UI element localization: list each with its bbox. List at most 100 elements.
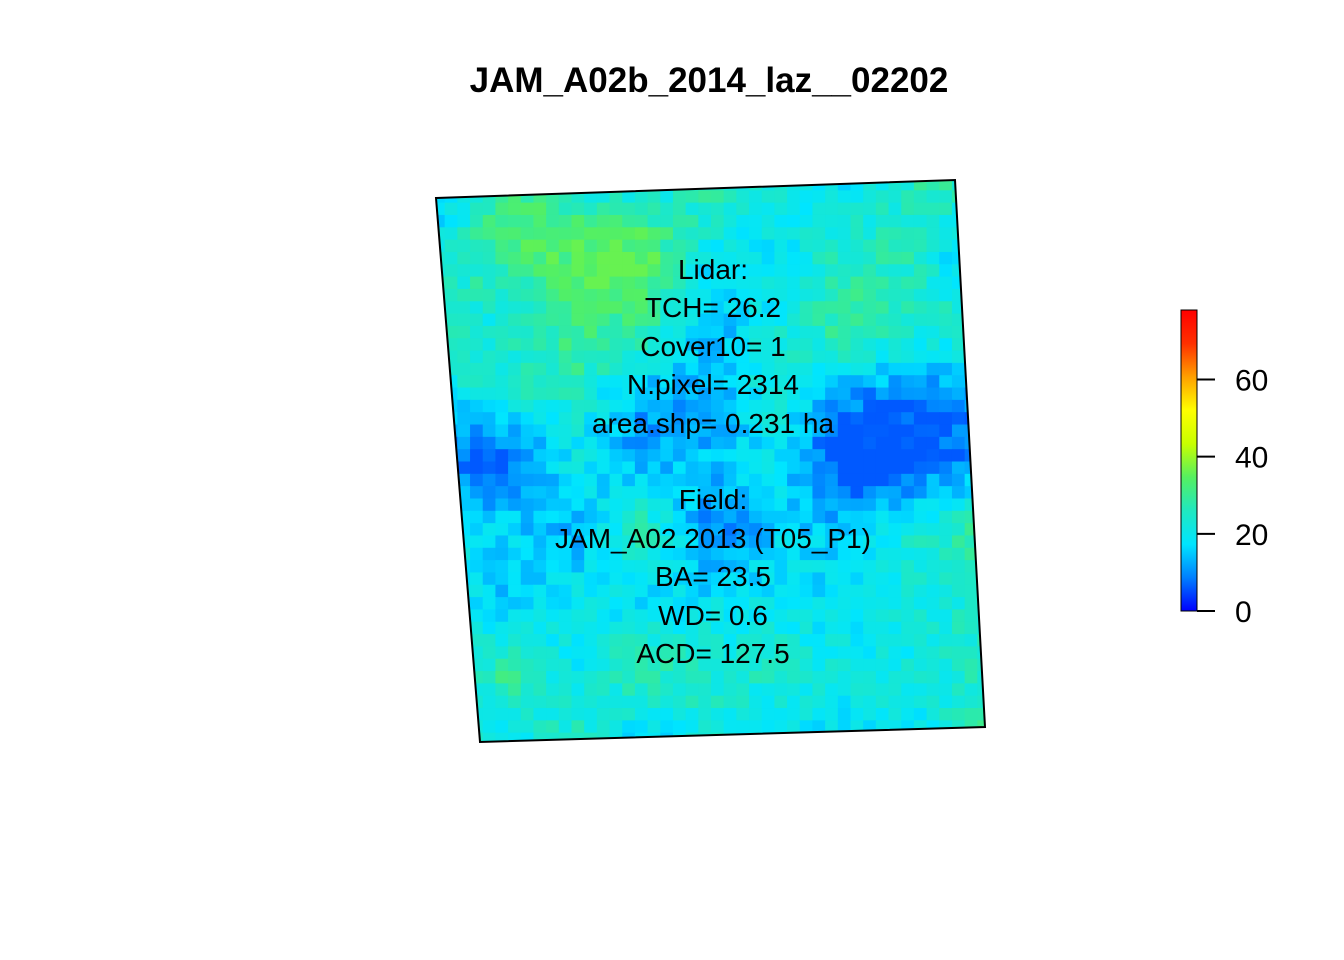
heatmap-cell [850,214,864,228]
annotation-block: Lidar: TCH= 26.2 Cover10= 1 N.pixel= 231… [555,254,871,669]
heatmap-cell [977,572,985,586]
heatmap-cell [901,695,915,709]
heatmap-cell [571,387,585,401]
heatmap-cell [609,646,623,660]
heatmap-cell [698,227,712,241]
heatmap-cell [939,584,953,598]
heatmap-cell [685,646,699,660]
heatmap-cell [863,399,877,413]
heatmap-cell [812,436,826,450]
heatmap-cell [508,387,522,401]
heatmap-cell [698,683,712,697]
heatmap-cell [596,560,611,574]
heatmap-cell [482,523,497,537]
heatmap-cell [622,375,636,389]
chart-title: JAM_A02b_2014_laz__02202 [470,61,949,100]
heatmap-cell [939,486,953,500]
heatmap-cell [799,535,814,549]
heatmap-cell [622,264,636,278]
heatmap-cell [609,560,623,574]
heatmap-cell [977,584,985,598]
heatmap-cell [685,214,699,228]
heatmap-cell [520,461,535,475]
heatmap-cell [875,621,890,635]
heatmap-cell [533,436,547,450]
heatmap-cell [558,609,573,623]
heatmap-cell [850,634,864,647]
heatmap-cell [875,473,890,487]
heatmap-cell [863,609,877,623]
heatmap-cell [508,683,522,697]
heatmap-cell [634,695,649,709]
heatmap-cell [596,190,611,204]
heatmap-cell [723,708,737,721]
heatmap-cell [571,584,585,598]
heatmap-cell [520,597,535,611]
heatmap-cell [850,399,864,413]
heatmap-cell [812,202,826,216]
heatmap-cell [571,658,585,672]
heatmap-cell [939,436,953,450]
heatmap-cell [825,634,839,647]
heatmap-cell [977,350,985,364]
heatmap-cell [926,449,940,463]
heatmap-cell [533,313,547,327]
heatmap-cell [850,523,864,537]
heatmap-cell [520,412,535,426]
heatmap-cell [546,510,560,524]
heatmap-cell [698,621,712,635]
heatmap-cell [546,399,560,413]
heatmap-cell [660,671,674,684]
heatmap-cell [736,325,750,339]
heatmap-cell [850,276,864,290]
heatmap-cell [533,609,547,623]
heatmap-cell [482,473,497,487]
heatmap-cell [558,683,573,697]
heatmap-cell [723,720,737,734]
heatmap-cell [584,683,598,697]
heatmap-cell [749,301,763,315]
heatmap-cell [761,523,776,537]
field-acd: ACD= 127.5 [636,638,789,669]
heatmap-cell [495,634,509,647]
heatmap-cell [736,214,750,228]
heatmap-cell [596,486,611,500]
heatmap-cell [609,708,623,721]
heatmap-cell [711,350,725,364]
heatmap-cell [799,325,814,339]
heatmap-cell [761,264,776,278]
heatmap-cell [812,473,826,487]
heatmap-cell [436,708,446,721]
heatmap-cell [436,338,446,352]
heatmap-cell [698,239,712,253]
heatmap-cell [672,375,687,389]
heatmap-cell [634,202,649,216]
heatmap-cell [787,523,801,537]
heatmap-cell [495,264,509,278]
heatmap-cell [939,288,953,302]
heatmap-cell [774,251,788,265]
heatmap-cell [736,288,750,302]
heatmap-cell [444,486,458,500]
heatmap-cell [520,227,535,241]
heatmap-cell [634,584,649,598]
heatmap-cell [660,338,674,352]
heatmap-cell [660,288,674,302]
colorbar-gradient [1180,309,1198,612]
heatmap-cell [736,560,750,574]
heatmap-cell [533,325,547,339]
heatmap-cell [875,399,890,413]
heatmap-cell [723,523,737,537]
heatmap-cell [901,683,915,697]
heatmap-cell [634,510,649,524]
heatmap-cell [609,609,623,623]
heatmap-cell [977,658,985,672]
heatmap-cell [749,239,763,253]
heatmap-cell [825,375,839,389]
heatmap-cell [736,412,750,426]
heatmap-cell [939,251,953,265]
heatmap-cell [520,621,535,635]
heatmap-cell [558,498,573,512]
heatmap-cell [723,214,737,228]
heatmap-cell [799,523,814,537]
